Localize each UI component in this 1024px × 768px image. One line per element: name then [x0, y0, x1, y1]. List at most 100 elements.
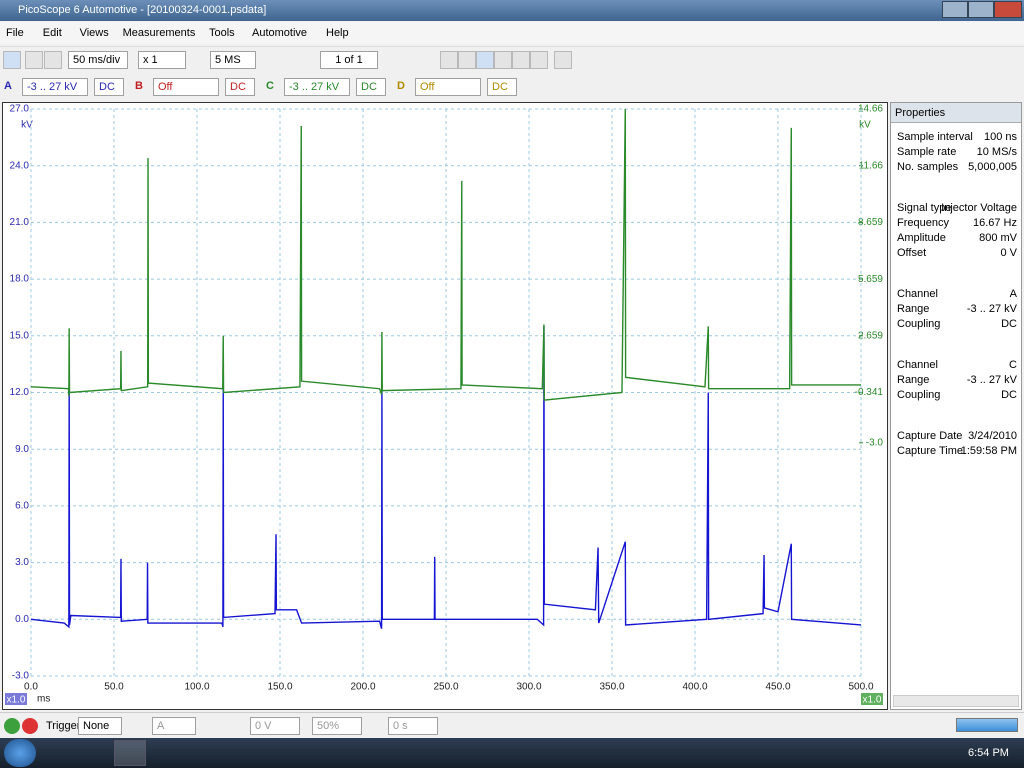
property-value: C	[1009, 359, 1017, 371]
menu-item[interactable]: Automotive	[252, 27, 308, 39]
x-tick-label: 400.0	[682, 682, 707, 693]
scale-label: x1.0	[863, 695, 882, 706]
trigger-label: Trigger	[46, 720, 81, 732]
menu-item[interactable]: Views	[79, 27, 109, 39]
auto-button[interactable]	[25, 51, 43, 69]
property-value: 3/24/2010	[968, 430, 1017, 442]
post-trigger-delay[interactable]: 0 s	[388, 717, 438, 735]
property-value: 0 V	[1000, 247, 1017, 259]
property-value: DC	[1001, 389, 1017, 401]
ruler-c	[861, 693, 883, 705]
ruler-a	[5, 693, 27, 705]
trigger-mode[interactable]: None	[78, 717, 122, 735]
property-value: Injector Voltage	[941, 202, 1017, 214]
close-button[interactable]	[994, 1, 1022, 18]
zoom-select[interactable]: x 1	[138, 51, 186, 69]
zoom-in-tool[interactable]	[494, 51, 512, 69]
property-value: DC	[1001, 318, 1017, 330]
y-tick-label: 24.0	[10, 160, 30, 171]
y2-tick-label: 2.659	[858, 330, 883, 341]
y-tick-label: 9.0	[15, 444, 29, 455]
channel-coupling[interactable]: DC	[225, 78, 255, 96]
y-tick-label: 15.0	[10, 330, 30, 341]
x-tick-label: 100.0	[184, 682, 209, 693]
x-tick-label: 200.0	[350, 682, 375, 693]
property-label: Offset	[897, 247, 927, 259]
channel-coupling[interactable]: DC	[94, 78, 124, 96]
trigger-level[interactable]: 0 V	[250, 717, 300, 735]
property-label: Sample interval	[897, 131, 973, 143]
channel-coupling[interactable]: DC	[487, 78, 517, 96]
window-title: PicoScope 6 Automotive - [20100324-0001.…	[18, 4, 267, 16]
minimize-button[interactable]	[942, 1, 968, 18]
pre-trigger[interactable]: 50%	[312, 717, 362, 735]
x-tick-label: 500.0	[848, 682, 873, 693]
property-label: No. samples	[897, 161, 959, 173]
x-tick-label: 300.0	[516, 682, 541, 693]
trigger-bar: Trigger None A 0 V 50% 0 s	[0, 712, 1024, 738]
hand-tool[interactable]	[458, 51, 476, 69]
property-label: Capture Date	[897, 430, 963, 442]
channel-range[interactable]: Off	[415, 78, 481, 96]
scope-view: kV kV ms x1.0 x1.0 -3.0 0.0 3.0 6.0 9.0 12.0 1…	[2, 102, 888, 710]
scale-label: x1.0	[7, 695, 26, 706]
channel-letter[interactable]: A	[4, 80, 12, 92]
samples-select[interactable]: 5 MS	[210, 51, 256, 69]
y2-tick-label: 5.659	[858, 274, 883, 285]
zoom-out-tool[interactable]	[512, 51, 530, 69]
menu-bar: File Edit Views Measurements Tools Automotive…	[0, 22, 1024, 44]
scope-mode-button[interactable]	[3, 51, 21, 69]
x-tick-label: 350.0	[599, 682, 624, 693]
property-label: Channel	[897, 288, 938, 300]
undo-zoom-tool[interactable]	[530, 51, 548, 69]
y-tick-label: 21.0	[10, 217, 30, 228]
trigger-channel[interactable]: A	[152, 717, 196, 735]
stop-button[interactable]	[22, 718, 38, 734]
channel-letter[interactable]: D	[397, 80, 405, 92]
property-label: Signal type	[897, 202, 952, 214]
y2-axis-unit: kV	[859, 120, 871, 131]
menu-item[interactable]: File	[6, 27, 24, 39]
start-button[interactable]	[4, 718, 20, 734]
channel-range[interactable]: -3 .. 27 kV	[22, 78, 88, 96]
menu-item[interactable]: Edit	[42, 27, 62, 39]
x-tick-label: 450.0	[765, 682, 790, 693]
y2-tick-label: 11.66	[859, 160, 884, 171]
menu-item[interactable]: Help	[326, 27, 349, 39]
property-label: Capture Time	[897, 445, 964, 457]
title-bar: PicoScope 6 Automotive - [20100324-0001.…	[0, 0, 1024, 21]
maximize-button[interactable]	[968, 1, 994, 18]
channel-letter[interactable]: C	[266, 80, 274, 92]
channel-range[interactable]: Off	[153, 78, 219, 96]
timebase-select[interactable]: 50 ms/div	[68, 51, 128, 69]
channel-range[interactable]: -3 .. 27 kV	[284, 78, 350, 96]
properties-scrollbar[interactable]	[893, 695, 1019, 707]
property-label: Frequency	[897, 217, 949, 229]
menu-item[interactable]: Tools	[209, 27, 235, 39]
property-label: Range	[897, 374, 930, 386]
y-tick-label: 18.0	[10, 274, 30, 285]
x-axis-unit: ms	[37, 694, 50, 705]
pointer-tool[interactable]	[440, 51, 458, 69]
channel-coupling[interactable]: DC	[356, 78, 386, 96]
y-axis-unit: kV	[21, 120, 33, 131]
start-orb[interactable]	[4, 739, 36, 767]
properties-panel: Properties Sample interval 100 ns Sample r…	[890, 102, 1022, 710]
channel-letter[interactable]: B	[135, 80, 143, 92]
y-tick-label: -3.0	[12, 671, 30, 682]
y-tick-label: 6.0	[15, 501, 29, 512]
y2-tick-label: 8.659	[858, 217, 883, 228]
property-label: Sample rate	[897, 146, 957, 158]
property-value: 16.67 Hz	[972, 217, 1017, 229]
overview-tool[interactable]	[554, 51, 572, 69]
menu-item[interactable]: Measurements	[122, 27, 196, 39]
trace	[30, 108, 861, 401]
x-tick-label: 250.0	[433, 682, 458, 693]
y2-tick-label: -0.341	[855, 387, 884, 398]
toolbar: 50 ms/div x 1 5 MS 1 of 1	[0, 46, 1024, 72]
x-tick-label: 0.0	[24, 682, 38, 693]
zoom-tool[interactable]	[476, 51, 494, 69]
buffer-field[interactable]: 1 of 1	[320, 51, 378, 69]
home-button[interactable]	[44, 51, 62, 69]
taskbar-app[interactable]	[114, 740, 146, 766]
